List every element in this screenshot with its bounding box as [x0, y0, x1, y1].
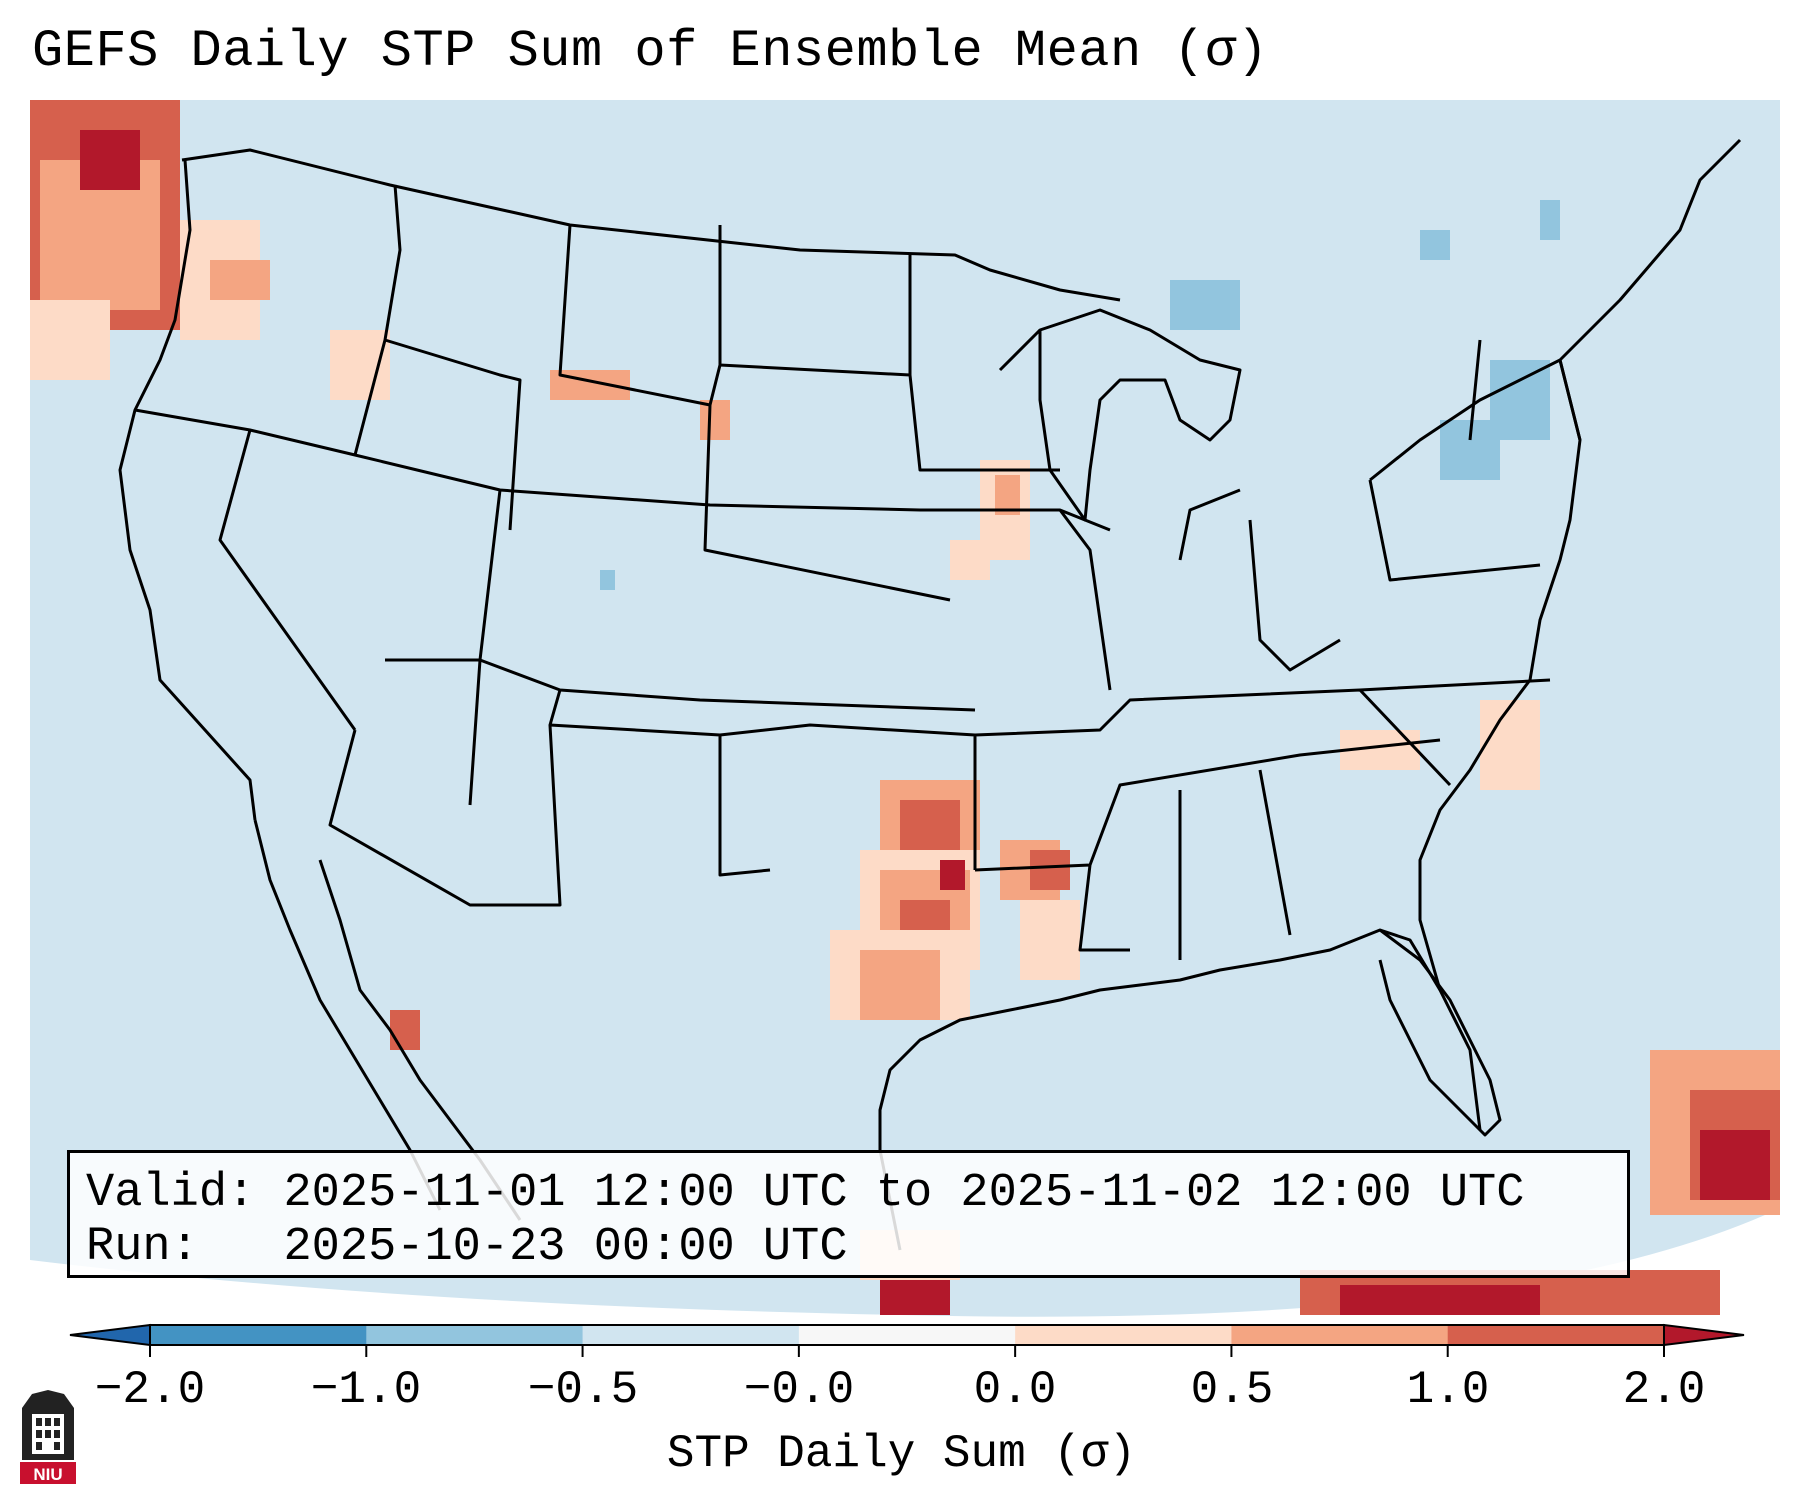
run-label: Run: [86, 1221, 199, 1274]
great-lakes-outline [1038, 308, 1242, 522]
stp-field-patch [390, 1010, 420, 1050]
valid-label: Valid: [86, 1167, 256, 1220]
florida-coastline [1378, 928, 1502, 1137]
stp-field-patch [940, 860, 965, 890]
colorbar-segment [150, 1325, 367, 1345]
stp-field-patch [950, 540, 990, 580]
niu-logo: NIU [20, 1390, 76, 1484]
colorbar-under-extend [69, 1323, 151, 1347]
northeast-coastline [1369, 138, 1742, 1131]
colorbar-label: STP Daily Sum (σ) [666, 1428, 1137, 1480]
run-value: 2025-10-23 00:00 UTC [283, 1221, 848, 1274]
run-line: Run: 2025-10-23 00:00 UTC [86, 1221, 1627, 1275]
colorbar-tick-label: 2.0 [1622, 1364, 1706, 1416]
stp-field-patch [1540, 200, 1560, 240]
stp-field-patch [1340, 1285, 1540, 1315]
colorbar-segment [1015, 1325, 1232, 1345]
colorbar-segment [582, 1325, 800, 1345]
stp-field-patch [30, 300, 110, 380]
colorbar-tick-label: −1.0 [310, 1364, 422, 1416]
boundary-layer [118, 138, 1742, 1251]
colorbar-segment [366, 1325, 584, 1345]
stp-field-patch [1030, 850, 1070, 890]
gulf-coastline [878, 928, 1442, 1251]
us-canada-border [181, 148, 1121, 302]
valid-value: 2025-11-01 12:00 UTC to 2025-11-02 12:00… [283, 1167, 1525, 1220]
state-borders [134, 184, 1582, 960]
pacific-coastline [118, 159, 257, 821]
colorbar [69, 1323, 1745, 1357]
valid-line: Valid: 2025-11-01 12:00 UTC to 2025-11-0… [86, 1167, 1627, 1221]
validity-info-box: Valid: 2025-11-01 12:00 UTC to 2025-11-0… [67, 1150, 1630, 1278]
stp-field-patch [210, 260, 270, 300]
colorbar-tick-label: −2.0 [94, 1364, 206, 1416]
stp-field-patch [1020, 900, 1080, 980]
stp-field-patch [1420, 230, 1450, 260]
colorbar-over-extend [1663, 1323, 1745, 1347]
stp-field-patch [700, 400, 730, 440]
colorbar-tick-label: −0.0 [743, 1364, 855, 1416]
colorbar-frame [149, 1324, 1665, 1346]
colorbar-segment [798, 1325, 1016, 1345]
stp-field-patch [330, 330, 390, 400]
stp-field-patch [600, 570, 615, 590]
colorbar-segment [1447, 1325, 1665, 1345]
stp-field-patch [900, 800, 960, 850]
colorbar-tick-label: −0.5 [527, 1364, 639, 1416]
stp-field-layer [30, 100, 1780, 1315]
chart-title: GEFS Daily STP Sum of Ensemble Mean (σ) [32, 22, 1269, 81]
stp-field-patch [995, 475, 1020, 515]
stp-field-patch [1700, 1130, 1770, 1200]
colorbar-tick-label: 0.5 [1190, 1364, 1274, 1416]
colorbar-tick-label: 1.0 [1406, 1364, 1490, 1416]
colorbar-segment [1231, 1325, 1449, 1345]
stp-field-patch [80, 130, 140, 190]
stp-field-patch [860, 950, 940, 1020]
colorbar-tick-label: 0.0 [973, 1364, 1057, 1416]
stp-field-patch [1480, 700, 1540, 790]
stp-field-patch [1170, 280, 1240, 330]
logo-text: NIU [33, 1465, 62, 1484]
